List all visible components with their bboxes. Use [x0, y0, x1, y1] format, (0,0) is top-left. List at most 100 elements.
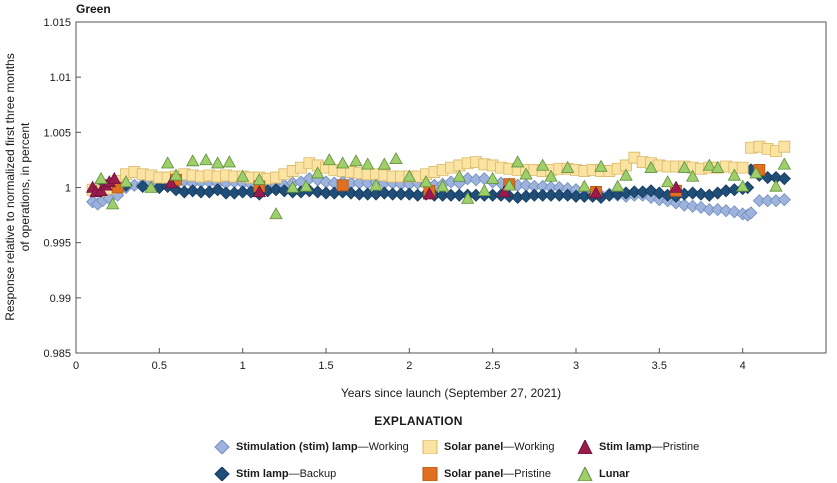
legend-label-bold: Stim lamp: [236, 467, 289, 480]
x-tick-label: 3.5: [652, 360, 667, 372]
data-point: [677, 198, 691, 212]
x-axis-label: Years since launch (September 27, 2021): [341, 386, 561, 400]
data-point: [211, 183, 225, 197]
data-points: [85, 140, 792, 222]
data-point: [210, 156, 225, 169]
y-axis-label-line-1: Response relative to normalized first th…: [3, 53, 17, 320]
data-point: [735, 179, 750, 192]
triangle-marker-icon: [577, 440, 593, 454]
data-point: [694, 187, 708, 201]
legend-label-bold: Solar panel: [444, 440, 504, 453]
data-point: [269, 183, 283, 197]
data-point: [535, 158, 550, 171]
data-point: [589, 186, 603, 199]
data-point: [778, 140, 791, 153]
data-point: [769, 179, 783, 192]
data-point: [777, 157, 792, 170]
data-point: [519, 167, 533, 180]
data-point: [677, 160, 692, 173]
y-tick-label: 1.015: [43, 17, 71, 29]
data-point: [235, 169, 250, 182]
legend-item-stim-lamp-working: Stimulation (stim) lamp—Working: [214, 440, 409, 454]
data-point: [185, 154, 200, 167]
y-tick-label: 1.01: [50, 72, 71, 84]
x-tick-label: 3: [573, 360, 579, 372]
y-tick-label: 0.995: [43, 238, 71, 250]
legend-item-lunar: Lunar: [577, 467, 630, 481]
data-point: [485, 171, 500, 184]
data-point: [222, 155, 237, 168]
data-point: [460, 191, 475, 204]
y-tick-label: 0.985: [43, 348, 71, 360]
data-point: [422, 187, 437, 200]
data-point: [377, 157, 392, 170]
data-point: [497, 185, 512, 198]
data-point: [477, 183, 492, 197]
data-point: [685, 169, 700, 182]
data-point: [335, 156, 350, 169]
data-point: [186, 184, 200, 198]
data-point: [461, 172, 475, 186]
diamond-marker-icon: [214, 440, 230, 454]
data-point: [311, 185, 325, 199]
data-point: [577, 179, 592, 192]
data-point: [702, 158, 717, 171]
data-point: [369, 178, 383, 191]
legend-label-bold: Stim lamp: [599, 440, 652, 453]
x-tick-label: 2: [406, 360, 412, 372]
legend-label-bold: Lunar: [599, 467, 630, 480]
data-point: [252, 172, 267, 185]
data-point: [560, 160, 575, 173]
data-point: [105, 197, 120, 210]
data-point: [510, 155, 525, 168]
data-point: [711, 203, 725, 217]
y-tick-label: 1.005: [43, 127, 71, 139]
data-point: [349, 154, 363, 167]
data-point: [719, 204, 733, 218]
data-point: [160, 156, 175, 169]
x-tick-label: 1.5: [318, 360, 333, 372]
data-point: [164, 176, 178, 189]
legend-label-rest: —Backup: [288, 467, 337, 480]
y-tick-label: 0.99: [50, 293, 71, 305]
data-point: [610, 179, 625, 192]
data-point: [669, 196, 683, 210]
data-point: [199, 153, 213, 166]
data-point: [402, 169, 417, 182]
data-point: [252, 185, 267, 198]
diamond-marker-icon: [214, 467, 230, 481]
data-point: [285, 180, 300, 193]
x-tick-label: 4: [740, 360, 746, 372]
data-point: [119, 175, 133, 188]
data-point: [360, 157, 375, 170]
data-point: [269, 207, 283, 220]
data-point: [310, 166, 325, 179]
legend-item-solar-panel-pristine: Solar panel—Pristine: [422, 467, 551, 481]
legend-label-bold: Solar panel: [444, 467, 504, 480]
data-point: [389, 151, 403, 165]
data-point: [736, 161, 749, 174]
data-point: [744, 206, 758, 220]
y-axis-label-line-2: of operations, in percent: [18, 122, 32, 251]
data-point: [419, 175, 433, 188]
data-point: [502, 178, 517, 191]
legend-label-rest: —Pristine: [503, 467, 551, 480]
data-point: [652, 186, 666, 200]
data-point: [336, 179, 349, 192]
square-marker-icon: [422, 440, 438, 454]
legend-title: EXPLANATION: [374, 414, 463, 428]
data-point: [619, 168, 633, 181]
data-point: [652, 193, 666, 207]
legend-label-rest: —Working: [503, 440, 555, 453]
chart-title: Green: [76, 2, 111, 16]
data-point: [686, 199, 700, 213]
data-point: [644, 160, 658, 173]
x-tick-label: 0: [73, 360, 79, 372]
data-point: [94, 171, 108, 184]
x-tick-label: 0.5: [152, 360, 167, 372]
legend-label-bold: Stimulation (stim) lamp: [236, 440, 358, 453]
series-lunar: [94, 151, 792, 220]
legend-label-rest: —Working: [357, 440, 409, 453]
data-point: [561, 188, 575, 202]
legend-label-rest: —Pristine: [651, 440, 700, 453]
